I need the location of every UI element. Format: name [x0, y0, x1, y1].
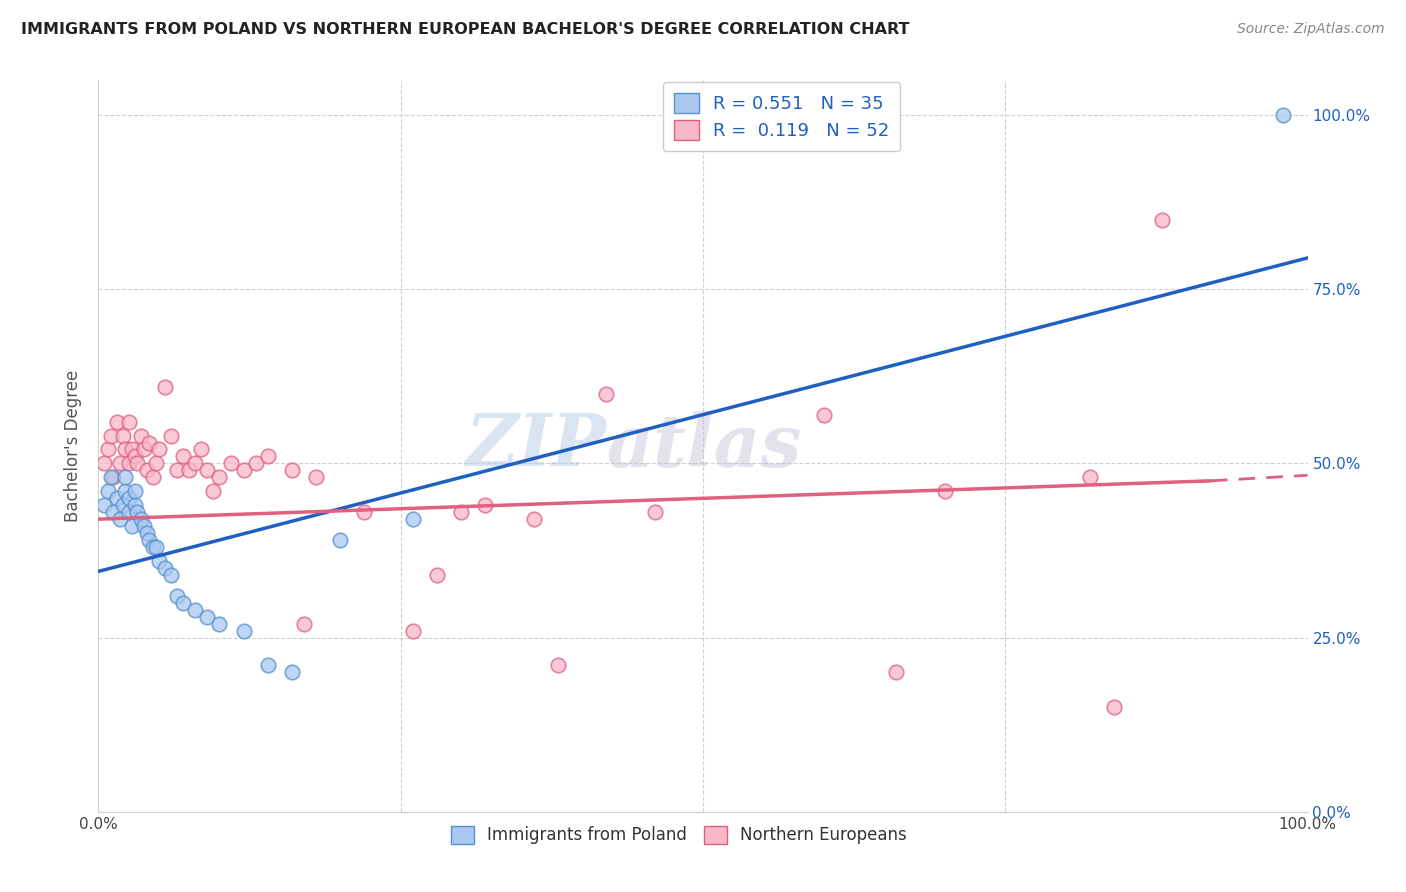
Point [118, 457, 141, 471]
Point [232, 624, 254, 638]
Point [281, 463, 304, 477]
Point [134, 442, 156, 457]
Point [118, 415, 141, 429]
Point [329, 533, 352, 547]
Point [172, 596, 194, 610]
Point [127, 457, 149, 471]
Point [523, 512, 546, 526]
Point [184, 457, 207, 471]
Point [121, 519, 143, 533]
Point [450, 505, 472, 519]
Point [1152, 212, 1174, 227]
Point [145, 540, 167, 554]
Point [93, 457, 115, 471]
Point [256, 658, 278, 673]
Point [172, 450, 194, 464]
Point [124, 450, 146, 464]
Point [644, 505, 666, 519]
Point [202, 484, 225, 499]
Point [105, 491, 128, 506]
Point [547, 658, 569, 673]
Point [105, 415, 128, 429]
Point [153, 380, 176, 394]
Point [305, 470, 328, 484]
Point [221, 457, 243, 471]
Point [595, 386, 617, 401]
Point [111, 428, 134, 442]
Point [101, 505, 124, 519]
Point [129, 512, 152, 526]
Point [1078, 470, 1101, 484]
Text: ZIP: ZIP [465, 410, 606, 482]
Point [114, 442, 136, 457]
Point [127, 505, 149, 519]
Point [142, 470, 165, 484]
Point [148, 442, 170, 457]
Point [195, 463, 218, 477]
Point [121, 442, 143, 457]
Point [160, 567, 183, 582]
Point [190, 442, 212, 457]
Point [135, 463, 157, 477]
Text: atlas: atlas [606, 410, 801, 482]
Point [124, 484, 146, 499]
Point [138, 533, 160, 547]
Point [281, 665, 304, 680]
Point [114, 484, 136, 499]
Point [118, 491, 141, 506]
Point [232, 463, 254, 477]
Point [208, 616, 231, 631]
Point [160, 428, 183, 442]
Point [245, 457, 267, 471]
Legend: Immigrants from Poland, Northern Europeans: Immigrants from Poland, Northern Europea… [444, 819, 914, 851]
Point [124, 498, 146, 512]
Point [108, 457, 131, 471]
Point [93, 498, 115, 512]
Point [474, 498, 496, 512]
Point [138, 435, 160, 450]
Point [100, 470, 122, 484]
Point [208, 470, 231, 484]
Point [97, 442, 120, 457]
Point [402, 512, 425, 526]
Point [134, 519, 156, 533]
Point [135, 526, 157, 541]
Point [179, 463, 201, 477]
Point [118, 505, 141, 519]
Point [129, 428, 152, 442]
Point [97, 484, 120, 499]
Point [101, 470, 124, 484]
Point [292, 616, 315, 631]
Point [1272, 108, 1295, 122]
Y-axis label: Bachelor's Degree: Bachelor's Degree [65, 370, 83, 522]
Point [402, 624, 425, 638]
Point [166, 463, 188, 477]
Text: Source: ZipAtlas.com: Source: ZipAtlas.com [1237, 22, 1385, 37]
Point [114, 470, 136, 484]
Point [142, 540, 165, 554]
Point [148, 554, 170, 568]
Point [195, 609, 218, 624]
Point [426, 567, 449, 582]
Point [1102, 700, 1125, 714]
Point [256, 450, 278, 464]
Point [111, 498, 134, 512]
Point [184, 603, 207, 617]
Point [934, 484, 956, 499]
Point [108, 512, 131, 526]
Point [153, 561, 176, 575]
Point [166, 589, 188, 603]
Point [813, 408, 835, 422]
Text: IMMIGRANTS FROM POLAND VS NORTHERN EUROPEAN BACHELOR'S DEGREE CORRELATION CHART: IMMIGRANTS FROM POLAND VS NORTHERN EUROP… [21, 22, 910, 37]
Point [100, 428, 122, 442]
Point [353, 505, 375, 519]
Point [886, 665, 908, 680]
Point [145, 457, 167, 471]
